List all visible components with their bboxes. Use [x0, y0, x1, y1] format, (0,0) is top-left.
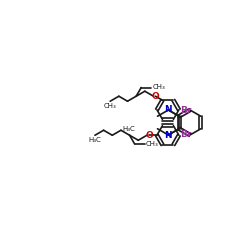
Text: N: N	[164, 106, 172, 114]
Text: CH₃: CH₃	[146, 141, 158, 147]
Text: N: N	[164, 130, 172, 140]
Text: CH₃: CH₃	[103, 103, 116, 109]
Text: Br: Br	[180, 130, 192, 139]
Text: H₃C: H₃C	[88, 137, 101, 143]
Text: O: O	[152, 92, 159, 101]
Text: CH₃: CH₃	[152, 84, 165, 90]
Text: H₃C: H₃C	[123, 126, 136, 132]
Text: Br: Br	[180, 106, 192, 115]
Text: O: O	[145, 131, 153, 140]
